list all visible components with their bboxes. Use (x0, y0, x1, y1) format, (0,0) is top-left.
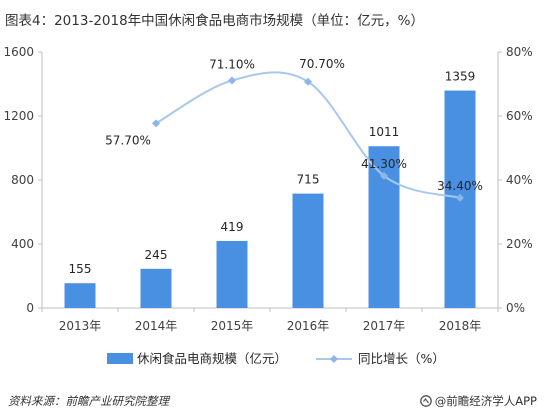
bar-value-label: 419 (221, 220, 244, 234)
x-tick-label: 2013年 (59, 319, 102, 333)
growth-value-label: 41.30% (361, 157, 407, 171)
growth-value-label: 70.70% (299, 57, 345, 71)
bar (140, 268, 172, 308)
legend-line-marker (330, 355, 338, 363)
bar (292, 193, 324, 308)
growth-point (152, 119, 160, 128)
y-right-tick-label: 60% (506, 109, 533, 123)
legend-bar-swatch (107, 353, 133, 364)
y-left-tick-label: 1200 (3, 109, 34, 123)
x-tick-label: 2017年 (363, 319, 406, 333)
growth-point (304, 77, 312, 86)
bar (216, 240, 248, 308)
growth-value-label: 71.10% (209, 57, 255, 71)
x-tick-label: 2014年 (135, 319, 178, 333)
bar-value-label: 1359 (445, 70, 476, 84)
growth-point (380, 171, 388, 180)
y-right-tick-label: 20% (506, 237, 533, 251)
growth-value-label: 34.40% (437, 179, 483, 193)
source-note: 资料来源：前瞻产业研究院整理 (8, 394, 169, 408)
y-right-tick-label: 0% (506, 301, 525, 315)
brand-credit: @前瞻经济学人APP (419, 393, 537, 409)
brand-text: @前瞻经济学人APP (434, 394, 537, 408)
growth-value-label: 57.70% (105, 133, 151, 147)
y-left-tick-label: 1600 (3, 45, 34, 59)
bar-value-label: 1011 (369, 125, 400, 139)
chart-title: 图表4：2013-2018年中国休闲食品电商市场规模（单位：亿元，%） (5, 13, 425, 29)
bar-value-label: 245 (145, 248, 168, 262)
growth-point (456, 193, 464, 202)
brand-logo-icon (419, 395, 432, 407)
x-tick-label: 2016年 (287, 319, 330, 333)
legend-line-label: 同比增长（%） (358, 351, 445, 366)
bar-value-label: 155 (69, 262, 92, 276)
growth-point (228, 76, 236, 85)
y-left-tick-label: 0 (26, 301, 34, 315)
x-tick-label: 2018年 (439, 319, 482, 333)
y-right-tick-label: 80% (506, 45, 533, 59)
legend-bar-label: 休闲食品电商规模（亿元） (137, 351, 287, 366)
bar (64, 283, 96, 308)
y-right-tick-label: 40% (506, 173, 533, 187)
x-tick-label: 2015年 (211, 319, 254, 333)
y-left-tick-label: 800 (11, 173, 34, 187)
bar-value-label: 715 (297, 173, 320, 187)
y-left-tick-label: 400 (11, 237, 34, 251)
